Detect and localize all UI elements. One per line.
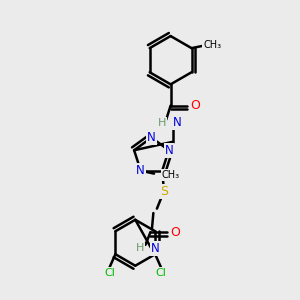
Text: O: O	[191, 99, 201, 112]
Text: CH₃: CH₃	[203, 40, 221, 50]
Text: CH₃: CH₃	[161, 170, 179, 180]
Text: Cl: Cl	[104, 268, 115, 278]
Text: O: O	[170, 226, 180, 239]
Text: N: N	[151, 242, 160, 255]
Text: N: N	[173, 116, 182, 129]
Text: Cl: Cl	[156, 268, 167, 278]
Text: H: H	[158, 118, 166, 128]
Text: N: N	[164, 144, 173, 157]
Text: S: S	[160, 185, 168, 198]
Text: H: H	[136, 243, 144, 254]
Text: N: N	[136, 164, 145, 177]
Text: N: N	[147, 131, 156, 144]
